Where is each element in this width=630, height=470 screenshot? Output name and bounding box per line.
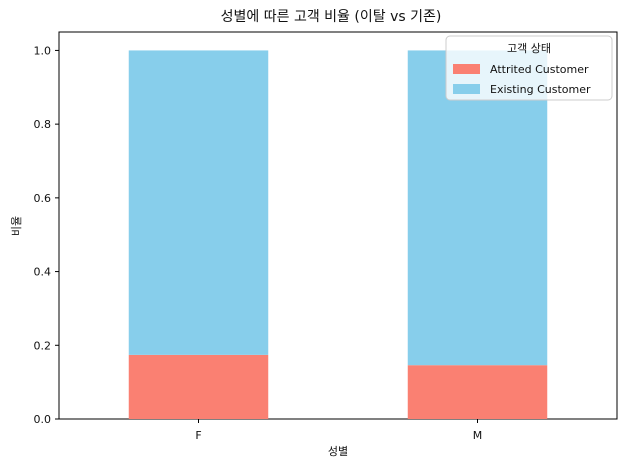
bar-m-existing xyxy=(407,50,548,366)
bar-f-attrited xyxy=(128,354,269,419)
y-tick-label-1.0: 1.0 xyxy=(34,44,52,57)
legend-label-existing: Existing Customer xyxy=(490,83,591,96)
y-tick-label-0.8: 0.8 xyxy=(34,118,52,131)
chart-title: 성별에 따른 고객 비율 (이탈 vs 기존) xyxy=(221,9,442,25)
x-tick-label-f: F xyxy=(195,429,201,442)
legend-title: 고객 상태 xyxy=(507,42,551,55)
axes-layer: F M 0.0 0.2 0.4 0.6 0.8 1.0 xyxy=(34,44,483,442)
legend-label-attrited: Attrited Customer xyxy=(490,63,589,76)
x-tick-label-m: M xyxy=(473,429,483,442)
bar-m-attrited xyxy=(407,365,548,419)
legend: 고객 상태 Attrited Customer Existing Custome… xyxy=(445,35,613,101)
y-tick-label-0.4: 0.4 xyxy=(34,266,52,279)
x-axis-label: 성별 xyxy=(328,445,348,458)
y-tick-label-0.6: 0.6 xyxy=(34,192,52,205)
plot-frame xyxy=(58,31,618,420)
y-axis-label: 비율 xyxy=(10,216,23,236)
legend-swatch-attrited xyxy=(453,64,480,74)
y-tick-label-0.0: 0.0 xyxy=(34,413,52,426)
legend-swatch-existing xyxy=(453,84,480,94)
bar-f-existing xyxy=(128,50,269,355)
bars-layer xyxy=(128,50,548,419)
y-tick-label-0.2: 0.2 xyxy=(34,339,52,352)
legend-frame xyxy=(445,35,613,101)
